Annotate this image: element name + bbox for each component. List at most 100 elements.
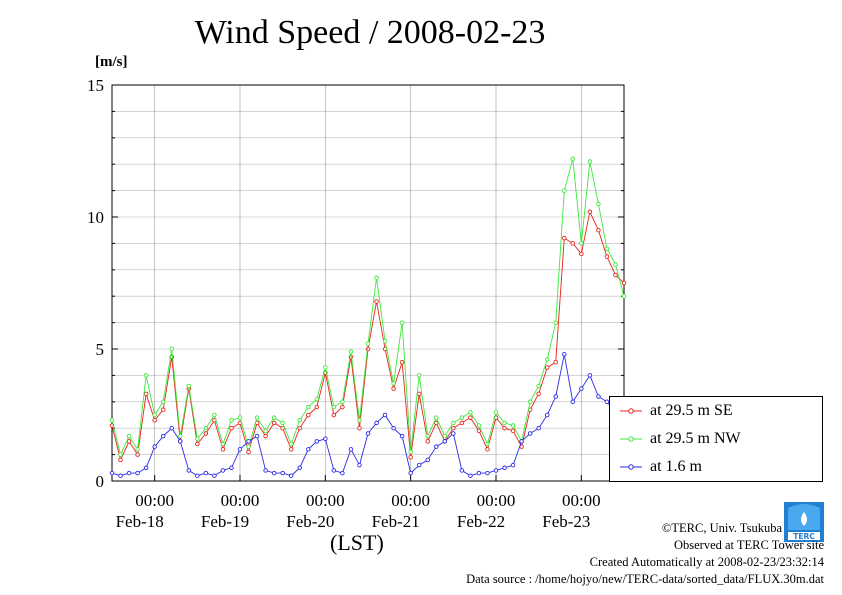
data-point	[169, 346, 174, 352]
data-point	[468, 410, 473, 415]
data-point	[220, 447, 226, 452]
data-point	[587, 209, 593, 214]
data-point	[434, 415, 439, 420]
data-point	[118, 473, 123, 478]
logo-text: TERC	[793, 532, 815, 541]
x-tick-date-label: Feb-21	[372, 512, 420, 531]
data-point	[502, 425, 507, 431]
data-point	[425, 433, 430, 439]
data-point	[519, 439, 524, 444]
x-tick-time-label: 00:00	[477, 491, 516, 510]
data-point	[374, 420, 379, 426]
plot-frame	[111, 84, 625, 482]
legend-swatch-se	[620, 408, 642, 414]
x-tick-time-label: 00:00	[135, 491, 174, 510]
data-point	[195, 473, 200, 478]
legend-item-se: at 29.5 m SE	[618, 401, 733, 421]
data-point	[237, 415, 243, 420]
data-point	[203, 425, 209, 431]
data-point	[451, 425, 456, 431]
data-point	[459, 420, 465, 426]
data-point	[596, 227, 601, 233]
data-point	[553, 394, 558, 399]
data-point	[288, 441, 294, 447]
data-point	[178, 439, 183, 444]
data-point	[596, 201, 601, 207]
data-point	[186, 383, 192, 389]
data-point	[229, 465, 234, 471]
data-point	[502, 420, 507, 426]
data-point	[391, 386, 396, 391]
data-point	[246, 439, 251, 444]
series-line	[111, 158, 625, 456]
data-point	[143, 391, 149, 397]
data-point	[399, 359, 405, 365]
credits-block: ©TERC, Univ. Tsukuba Observed at TERC To…	[466, 520, 824, 588]
data-point	[109, 470, 115, 476]
data-point	[143, 373, 149, 378]
data-point	[391, 425, 396, 431]
data-point	[348, 447, 354, 452]
y-axis-unit-label: [m/s]	[95, 54, 128, 70]
data-point	[536, 425, 541, 431]
data-point	[621, 280, 627, 286]
x-tick-date-label: Feb-19	[201, 512, 249, 531]
data-point	[579, 386, 584, 391]
data-point	[135, 452, 140, 457]
legend-item-low: at 1.6 m	[618, 457, 702, 477]
data-point	[314, 404, 320, 410]
data-point	[544, 365, 550, 370]
data-point	[408, 454, 413, 460]
data-point	[229, 425, 234, 431]
data-point	[271, 415, 277, 420]
data-point	[493, 410, 499, 415]
data-point	[271, 470, 277, 476]
data-point	[374, 299, 379, 304]
data-point	[451, 420, 456, 426]
data-point	[297, 465, 302, 471]
series-group	[109, 156, 627, 478]
axis-ticks: 0 5 10 15 00:00 Feb-18 00:00 Feb-19 00:00 Feb-20 0…	[87, 76, 624, 531]
x-tick-time-label: 00:00	[391, 491, 430, 510]
data-point	[126, 470, 132, 476]
x-tick-date-label: Feb-20	[286, 512, 334, 531]
data-point	[570, 241, 576, 246]
x-tick-time-label: 00:00	[562, 491, 601, 510]
data-point	[297, 425, 302, 431]
data-point	[408, 449, 413, 455]
data-point	[510, 462, 516, 468]
data-point	[357, 418, 362, 423]
data-point	[451, 431, 456, 436]
data-point	[152, 418, 157, 423]
data-point	[135, 447, 140, 452]
data-point	[212, 473, 217, 478]
data-point	[382, 412, 388, 418]
data-point	[323, 436, 328, 442]
data-point	[553, 320, 558, 325]
data-point	[135, 470, 140, 476]
data-point	[476, 470, 482, 476]
grid	[112, 85, 624, 481]
data-point	[314, 439, 320, 444]
legend: at 29.5 m SE at 29.5 m NW at 1.6 m	[609, 396, 823, 482]
data-point	[220, 468, 226, 473]
data-point	[459, 415, 465, 420]
data-point	[536, 391, 541, 397]
data-point	[212, 412, 217, 418]
data-point	[306, 412, 311, 418]
data-point	[237, 447, 243, 452]
data-point	[374, 275, 379, 280]
legend-label-nw: at 29.5 m NW	[650, 430, 741, 447]
observed-text: Observed at TERC Tower site	[673, 538, 824, 552]
data-point	[306, 404, 311, 410]
data-point	[365, 341, 371, 346]
data-point	[562, 235, 567, 241]
data-point	[246, 444, 251, 449]
legend-swatch-nw	[620, 436, 642, 442]
data-point	[280, 420, 285, 426]
data-point	[476, 423, 482, 428]
data-point	[357, 462, 362, 468]
data-point	[340, 404, 345, 410]
data-point	[570, 156, 576, 162]
x-tick-time-label: 00:00	[306, 491, 345, 510]
